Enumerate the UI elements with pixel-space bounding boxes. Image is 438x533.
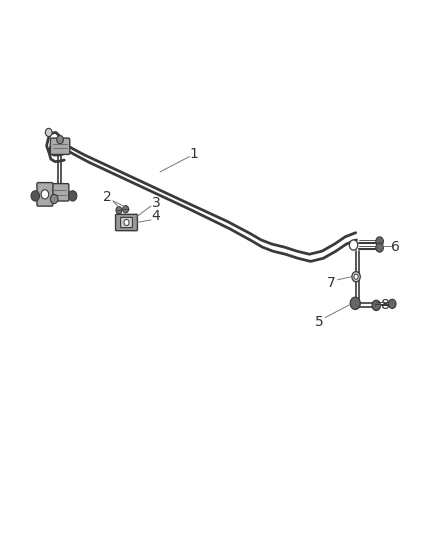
Text: 3: 3 — [152, 196, 160, 209]
Circle shape — [352, 272, 360, 282]
Text: 4: 4 — [152, 209, 160, 223]
FancyBboxPatch shape — [120, 217, 132, 228]
Circle shape — [389, 299, 396, 309]
Text: 6: 6 — [391, 240, 400, 254]
FancyBboxPatch shape — [116, 214, 138, 231]
Text: 8: 8 — [381, 298, 389, 312]
Circle shape — [68, 191, 77, 201]
Circle shape — [376, 237, 383, 246]
Text: 7: 7 — [327, 276, 336, 290]
Text: 5: 5 — [314, 315, 323, 329]
Circle shape — [50, 195, 58, 204]
Circle shape — [57, 135, 64, 144]
Circle shape — [354, 274, 358, 279]
FancyBboxPatch shape — [48, 183, 69, 201]
FancyBboxPatch shape — [37, 183, 53, 206]
Circle shape — [123, 206, 129, 213]
Circle shape — [41, 190, 49, 199]
Circle shape — [376, 243, 383, 252]
Text: 1: 1 — [189, 147, 198, 161]
Circle shape — [350, 297, 360, 310]
Circle shape — [31, 191, 39, 201]
FancyBboxPatch shape — [50, 138, 70, 155]
Circle shape — [116, 207, 122, 214]
Circle shape — [372, 300, 381, 311]
Circle shape — [124, 220, 129, 225]
Circle shape — [350, 240, 358, 250]
Text: 2: 2 — [103, 190, 112, 205]
Circle shape — [46, 128, 52, 136]
